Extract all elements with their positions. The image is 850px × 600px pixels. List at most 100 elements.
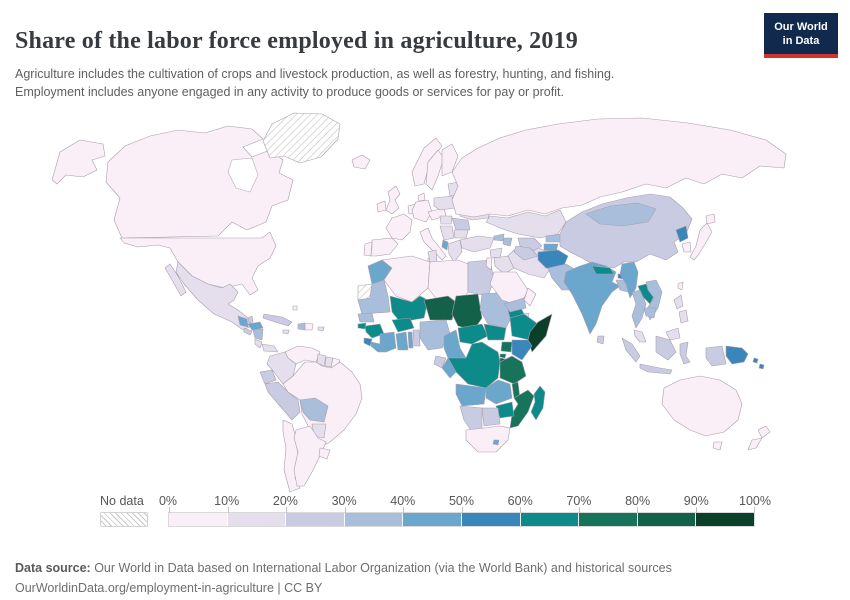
country-south-africa[interactable] [465, 425, 511, 453]
country-iceland[interactable] [351, 154, 371, 170]
country-spain[interactable] [370, 237, 399, 257]
country-mozambique[interactable] [509, 389, 535, 429]
country-france[interactable] [385, 213, 413, 241]
country-new-zealand[interactable] [747, 425, 771, 451]
legend-bin-2[interactable] [285, 513, 344, 526]
country-botswana[interactable] [481, 407, 501, 427]
country-solomon-islands[interactable] [752, 357, 765, 370]
country-india[interactable] [563, 261, 621, 335]
country-mexico[interactable] [164, 261, 253, 331]
country-germany[interactable] [411, 199, 433, 223]
country-papua-new-guinea[interactable] [725, 345, 749, 365]
country-puerto-rico[interactable] [317, 326, 325, 332]
country-syria[interactable] [489, 247, 503, 259]
legend-bin-3[interactable] [343, 513, 403, 526]
country-philippines[interactable] [673, 294, 689, 324]
country-belize[interactable] [247, 315, 254, 324]
country-peru[interactable] [264, 381, 301, 421]
country-yemen[interactable] [503, 297, 527, 313]
country-ghana[interactable] [395, 331, 409, 351]
country-mali[interactable] [389, 295, 429, 323]
legend-bin-1[interactable] [226, 513, 286, 526]
country-uzbekistan[interactable] [517, 237, 543, 253]
country-georgia[interactable] [493, 233, 505, 242]
country-south-sudan[interactable] [483, 323, 507, 341]
country-sierra-leone[interactable] [363, 337, 373, 347]
country-togo[interactable] [407, 331, 414, 349]
legend-bin-9[interactable] [695, 513, 754, 526]
country-turkey[interactable] [459, 235, 495, 253]
country-egypt[interactable] [467, 259, 495, 297]
legend-no-data-swatch[interactable] [100, 512, 148, 527]
country-balkans[interactable] [439, 225, 455, 241]
country-jamaica[interactable] [282, 329, 290, 335]
country-argentina[interactable] [293, 425, 327, 487]
country-zambia[interactable] [485, 379, 513, 405]
country-iraq[interactable] [493, 255, 515, 275]
country-turkmenistan[interactable] [513, 245, 539, 261]
country-dr-congo[interactable] [447, 341, 501, 389]
country-algeria[interactable] [381, 255, 431, 303]
country-kazakhstan[interactable] [485, 209, 567, 239]
country-liberia[interactable] [370, 341, 387, 353]
country-australia[interactable] [661, 375, 743, 451]
country-tunisia[interactable] [427, 249, 438, 263]
country-russia[interactable] [451, 117, 787, 218]
country-honduras[interactable] [247, 321, 264, 331]
country-oman[interactable] [523, 287, 537, 307]
country-denmark[interactable] [417, 192, 426, 202]
country-bulgaria[interactable] [453, 229, 469, 239]
country-el-salvador[interactable] [243, 327, 253, 336]
country-haiti[interactable] [297, 322, 306, 331]
legend-bin-8[interactable] [636, 513, 696, 526]
country-senegal[interactable] [357, 312, 375, 323]
country-nicaragua[interactable] [252, 328, 264, 341]
legend-bin-5[interactable] [460, 513, 520, 526]
country-ireland[interactable] [376, 200, 387, 213]
country-romania[interactable] [451, 217, 471, 231]
country-dominican-republic[interactable] [304, 322, 314, 331]
country-united-kingdom[interactable] [385, 185, 401, 215]
country-guatemala[interactable] [237, 315, 249, 328]
country-taiwan[interactable] [677, 281, 684, 291]
country-somalia[interactable] [527, 313, 553, 353]
country-finland[interactable] [441, 143, 459, 177]
country-burkina-faso[interactable] [391, 317, 415, 333]
country-cuba[interactable] [262, 313, 293, 327]
country-indonesia[interactable] [621, 335, 727, 375]
country-cambodia[interactable] [643, 307, 657, 319]
country-malaysia[interactable] [633, 327, 681, 343]
country-greece[interactable] [447, 239, 463, 263]
country-guinea-bissau[interactable] [357, 322, 367, 330]
country-madagascar[interactable] [530, 385, 546, 421]
country-nigeria[interactable] [419, 319, 451, 351]
country-israel-jordan[interactable] [485, 257, 493, 271]
country-bolivia[interactable] [299, 397, 329, 423]
country-costa-rica[interactable] [254, 338, 263, 349]
country-greenland[interactable] [262, 112, 341, 164]
country-kenya[interactable] [511, 339, 533, 361]
country-uganda[interactable] [500, 341, 513, 353]
country-central-african-republic[interactable] [457, 323, 489, 345]
country-bahamas[interactable] [292, 305, 298, 311]
country-gabon[interactable] [433, 355, 447, 369]
country-hungary[interactable] [439, 215, 453, 225]
legend-bin-7[interactable] [578, 513, 637, 526]
country-cote-divoire[interactable] [379, 331, 397, 353]
owid-logo[interactable]: Our World in Data [764, 13, 838, 58]
country-poland[interactable] [433, 195, 456, 211]
country-azerbaijan[interactable] [502, 237, 513, 247]
legend-bin-4[interactable] [402, 513, 461, 526]
country-benin[interactable] [412, 329, 421, 347]
country-south-korea[interactable] [681, 241, 692, 253]
country-japan[interactable] [689, 213, 716, 261]
country-albania[interactable] [441, 239, 449, 251]
country-lesotho[interactable] [492, 439, 500, 446]
country-sweden[interactable] [425, 149, 445, 191]
license-line[interactable]: OurWorldinData.org/employment-in-agricul… [15, 580, 323, 595]
country-united-states[interactable] [119, 231, 277, 296]
country-sri-lanka[interactable] [596, 335, 605, 345]
country-namibia[interactable] [459, 405, 483, 433]
country-north-korea[interactable] [675, 225, 689, 243]
country-tanzania[interactable] [499, 355, 527, 385]
